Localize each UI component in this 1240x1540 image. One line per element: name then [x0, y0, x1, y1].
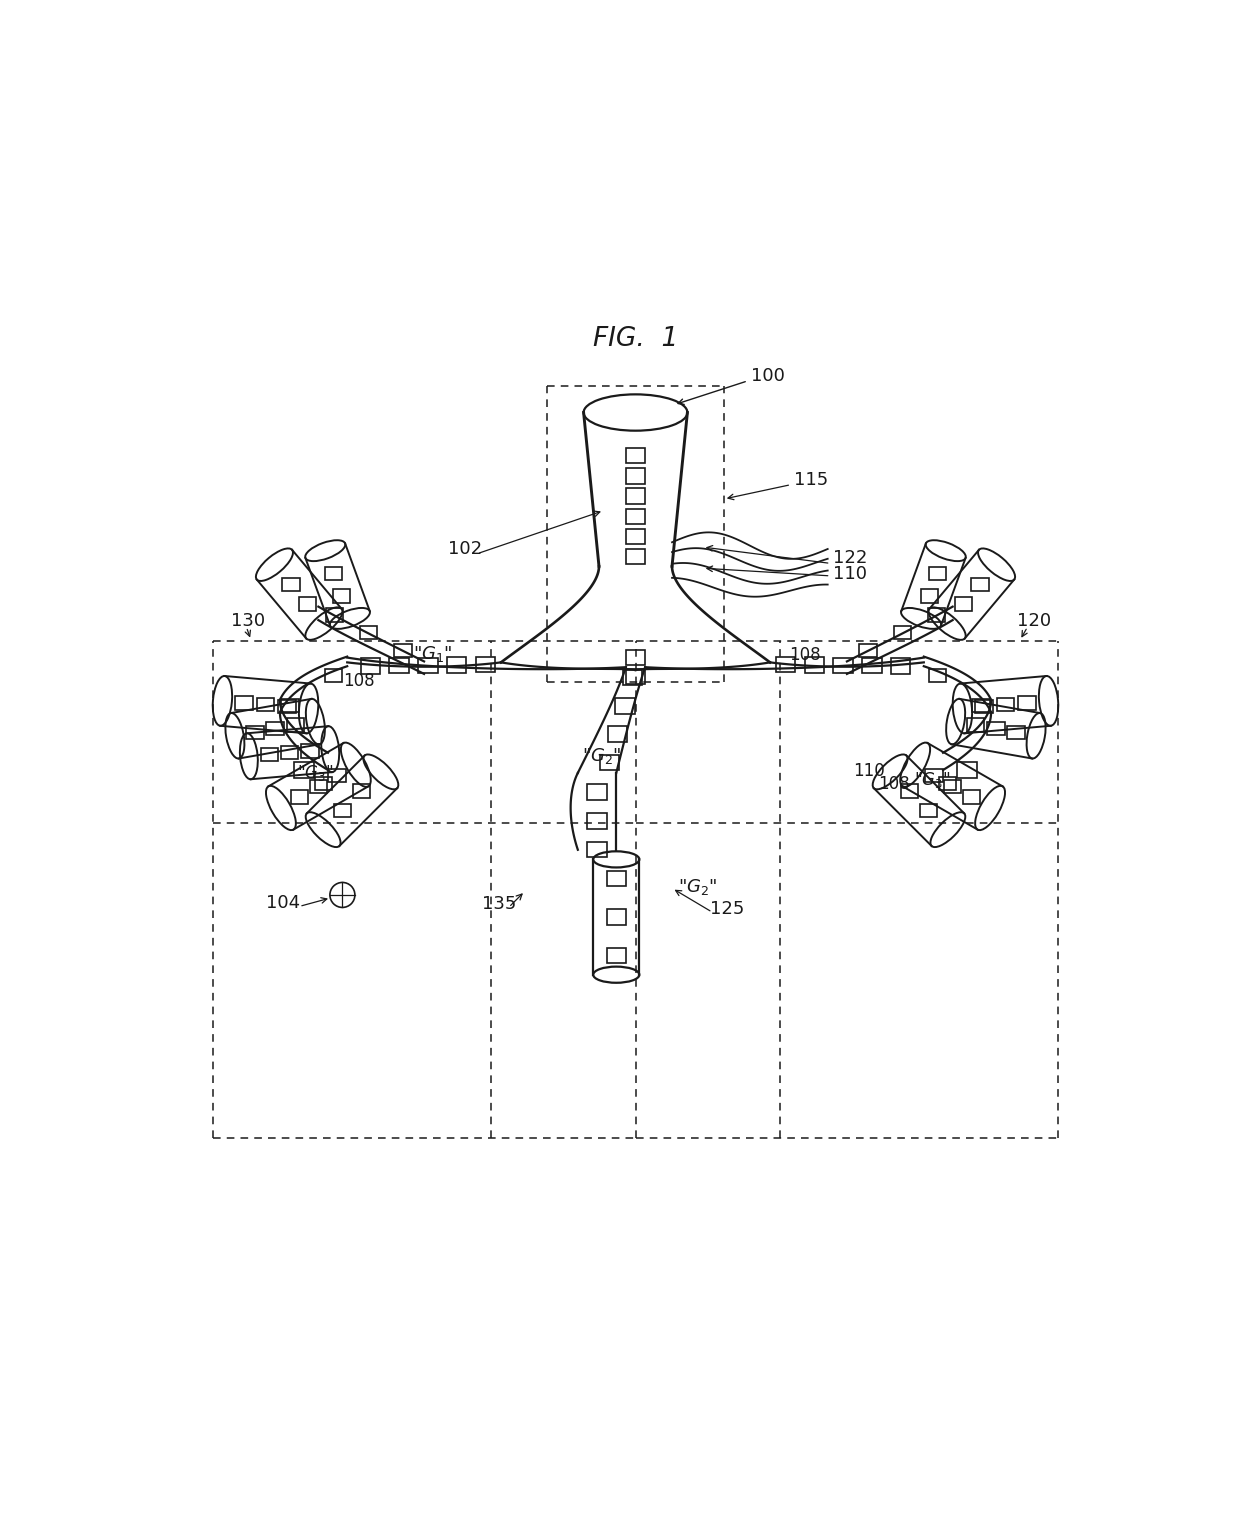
Text: "$G_3$": "$G_3$" — [298, 762, 334, 782]
Bar — [418, 658, 438, 673]
Bar — [267, 722, 284, 736]
Bar — [291, 790, 309, 804]
Bar — [833, 658, 853, 673]
Bar — [929, 668, 946, 682]
Bar — [1018, 696, 1035, 710]
Bar — [257, 698, 274, 711]
Bar — [962, 790, 980, 804]
Bar — [957, 762, 977, 778]
Bar — [310, 779, 327, 793]
Bar — [971, 578, 988, 591]
Bar — [326, 608, 343, 622]
Bar — [281, 745, 298, 759]
Bar — [600, 755, 619, 770]
Bar — [972, 699, 990, 711]
Bar — [929, 567, 946, 581]
Text: 135: 135 — [481, 895, 516, 913]
Bar — [334, 590, 351, 602]
Bar — [360, 625, 377, 639]
Bar — [622, 670, 642, 685]
Bar — [939, 776, 956, 790]
Bar — [626, 488, 645, 504]
Bar — [281, 699, 299, 711]
Bar — [325, 668, 342, 682]
Bar — [279, 699, 295, 713]
Text: "$G_2$": "$G_2$" — [582, 747, 621, 767]
Bar — [606, 947, 626, 962]
Bar — [928, 608, 945, 622]
Bar — [920, 590, 937, 602]
Bar — [606, 872, 626, 887]
Bar — [805, 658, 823, 673]
Text: 125: 125 — [711, 901, 745, 918]
Text: 120: 120 — [1017, 611, 1052, 630]
Text: 130: 130 — [231, 611, 265, 630]
Bar — [862, 658, 882, 673]
Bar — [283, 578, 300, 591]
Text: 108: 108 — [878, 775, 909, 793]
Text: 108: 108 — [343, 673, 374, 690]
Bar — [299, 598, 316, 611]
Bar — [626, 668, 645, 684]
Bar — [448, 658, 466, 673]
Bar — [626, 448, 645, 464]
Bar — [626, 508, 645, 524]
Bar — [1007, 725, 1024, 739]
Bar — [329, 768, 346, 782]
Text: 122: 122 — [832, 550, 867, 567]
Text: 108: 108 — [789, 647, 821, 664]
Bar — [892, 658, 910, 673]
Bar — [588, 842, 606, 858]
Bar — [394, 644, 412, 658]
Bar — [955, 598, 972, 611]
Bar — [967, 719, 985, 732]
Bar — [294, 762, 314, 778]
Bar — [987, 722, 1004, 736]
Bar — [626, 650, 645, 665]
Text: 100: 100 — [751, 367, 785, 385]
Text: 115: 115 — [794, 471, 828, 488]
Bar — [236, 696, 253, 710]
Bar — [776, 656, 795, 671]
Bar — [615, 698, 635, 713]
Bar — [900, 784, 918, 798]
Bar — [389, 658, 409, 673]
Bar — [588, 813, 606, 829]
Bar — [894, 625, 911, 639]
Bar — [920, 804, 937, 818]
Bar — [325, 567, 342, 581]
Bar — [626, 468, 645, 484]
Bar — [976, 699, 992, 713]
Bar — [588, 784, 606, 799]
Text: FIG.  1: FIG. 1 — [593, 325, 678, 351]
Bar — [260, 748, 278, 761]
Bar — [301, 744, 319, 758]
Text: 110: 110 — [832, 565, 867, 582]
Bar — [606, 909, 626, 924]
Bar — [286, 719, 304, 732]
Text: 102: 102 — [448, 541, 482, 557]
Bar — [944, 779, 961, 793]
Bar — [997, 698, 1014, 711]
Bar — [626, 548, 645, 564]
Bar — [626, 528, 645, 544]
Bar — [859, 644, 877, 658]
Bar — [353, 784, 371, 798]
Text: "$G_3$": "$G_3$" — [914, 770, 951, 790]
Bar — [476, 656, 495, 671]
Bar — [334, 804, 351, 818]
Text: 104: 104 — [265, 895, 300, 912]
Bar — [247, 725, 264, 739]
Bar — [608, 727, 627, 742]
Text: 110: 110 — [853, 762, 884, 779]
Bar — [361, 658, 379, 673]
Bar — [315, 776, 332, 790]
Bar — [925, 768, 942, 782]
Text: "$G_1$": "$G_1$" — [413, 644, 451, 664]
Text: "$G_2$": "$G_2$" — [678, 878, 717, 898]
